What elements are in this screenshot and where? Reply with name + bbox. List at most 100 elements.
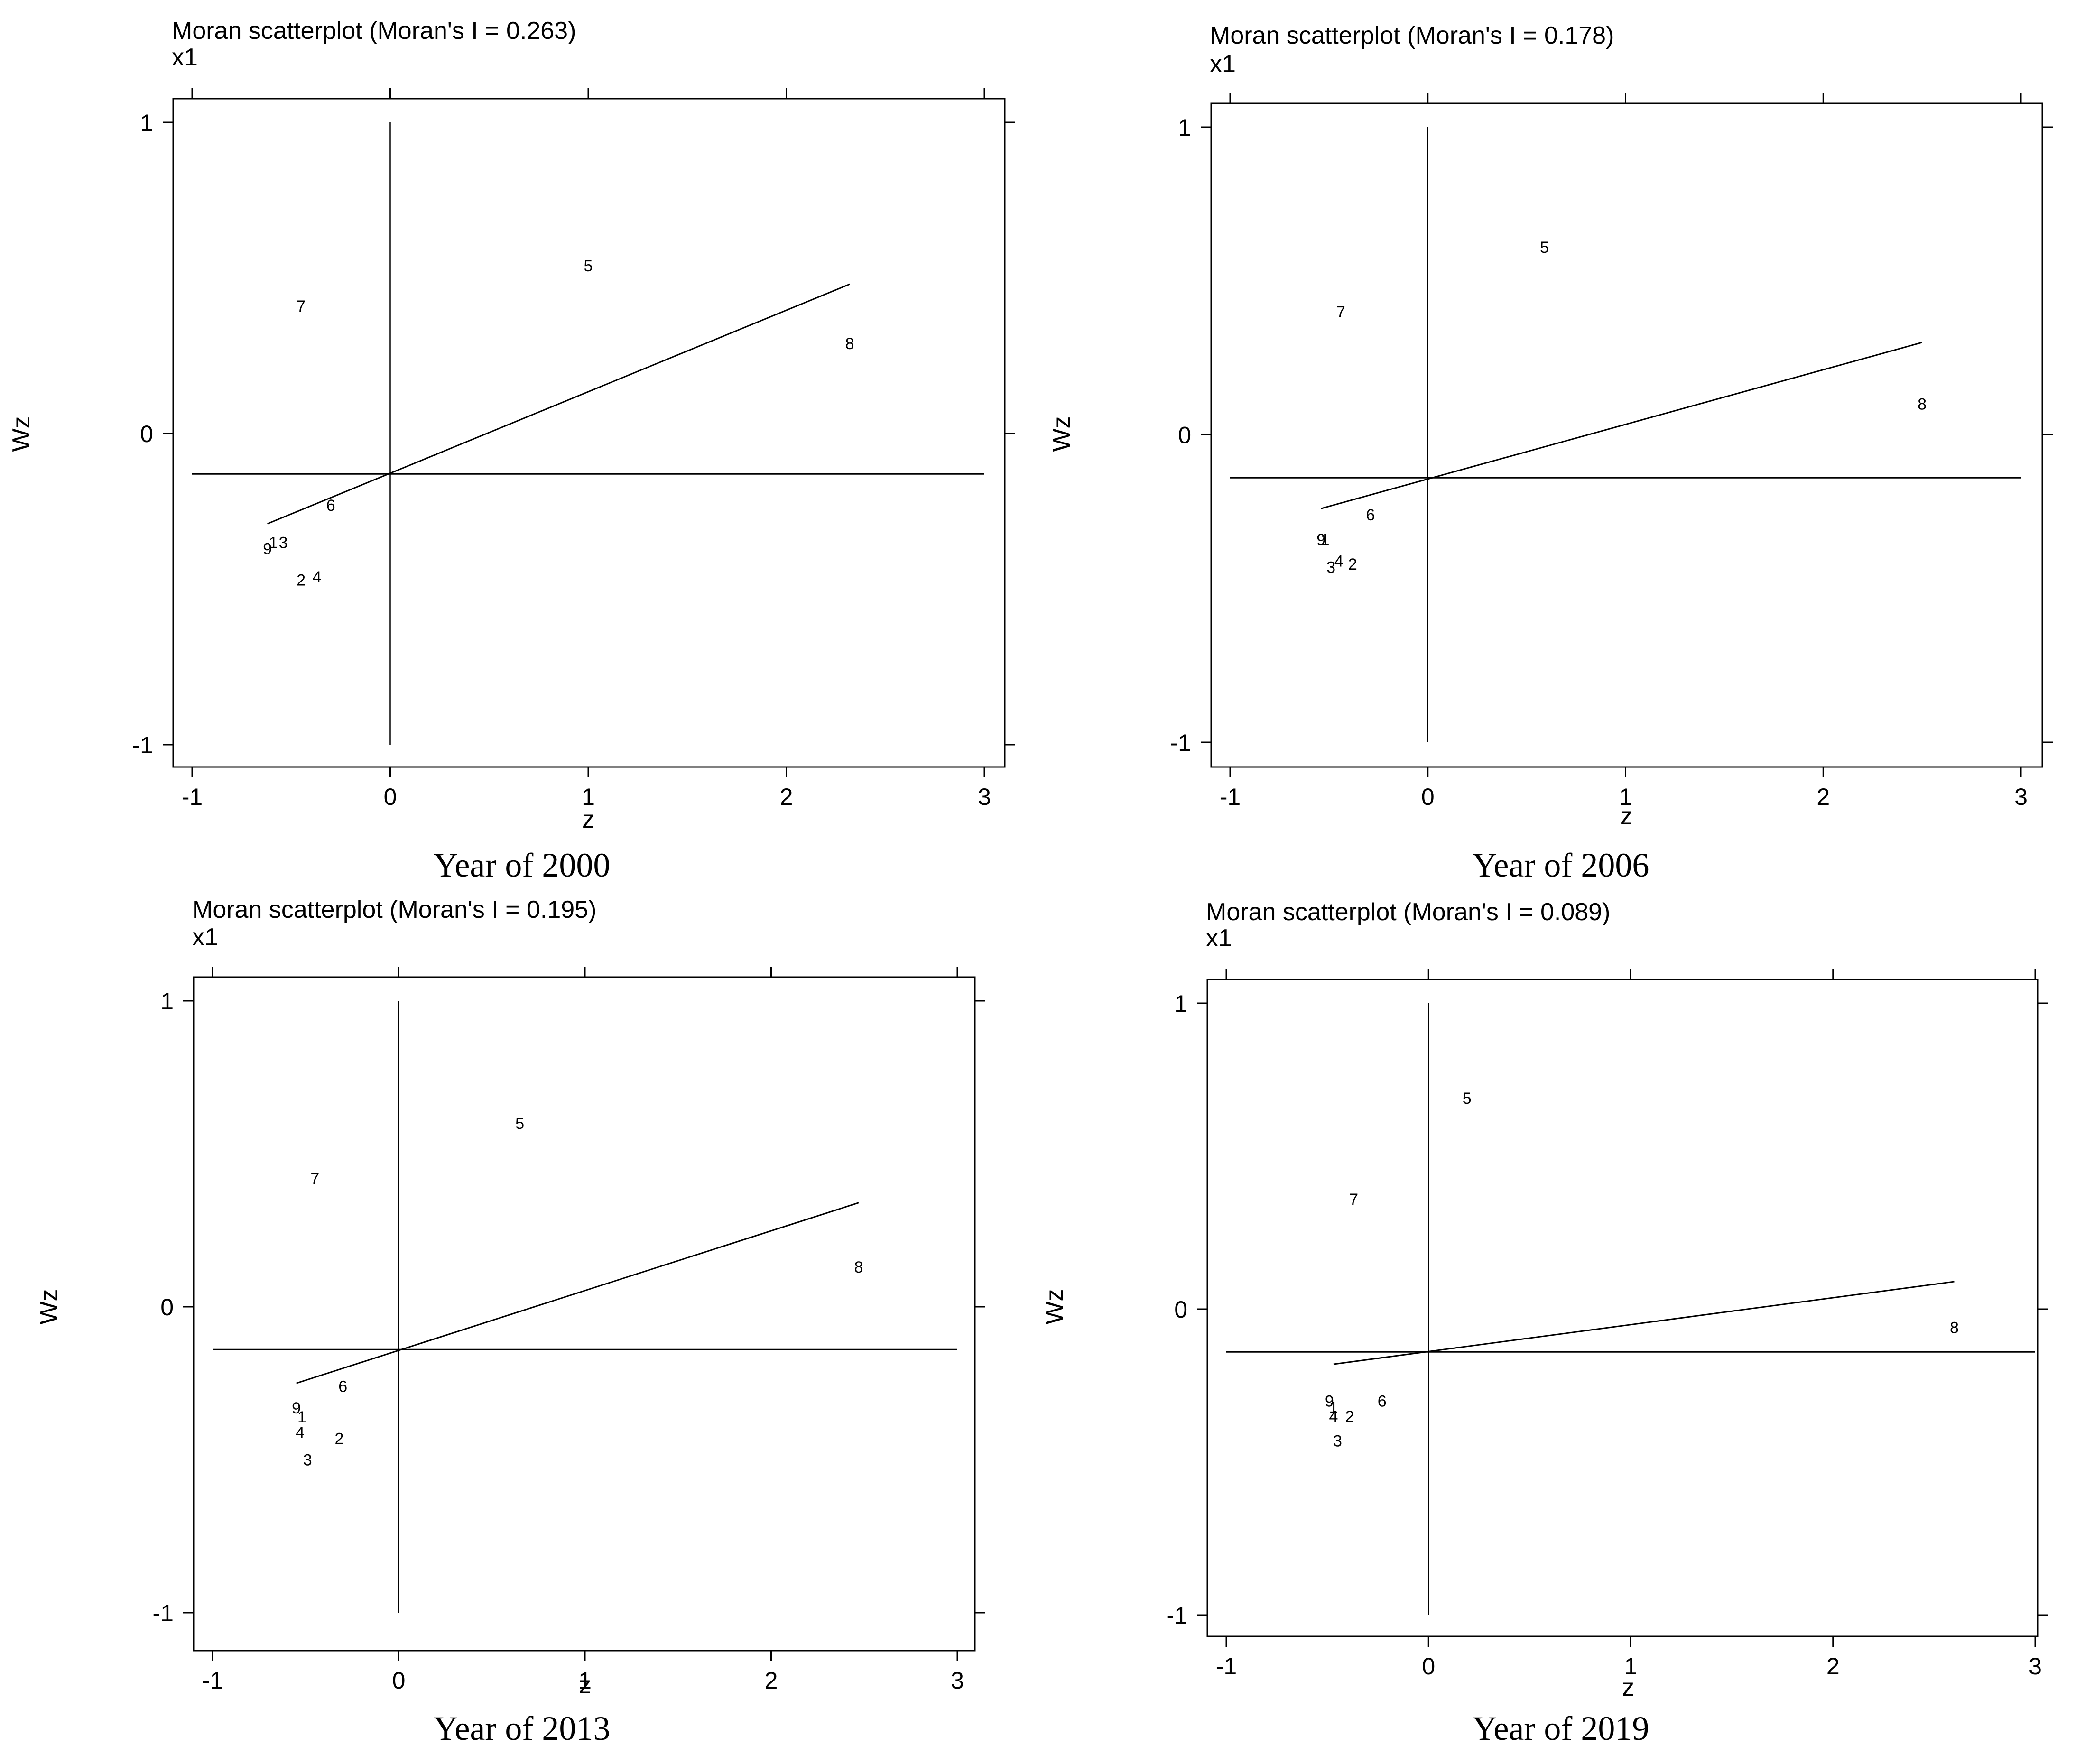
x-tick-label: -1 [202, 1667, 223, 1694]
chart-title: Moran scatterplot (Moran's I = 0.178) [1210, 22, 1614, 49]
data-point-label: 3 [1333, 1432, 1342, 1450]
y-axis-label: Wz [1041, 1289, 1068, 1324]
x-axis-label: z [1622, 1674, 1634, 1701]
chart-variable-label: x1 [192, 924, 218, 951]
data-point-label: 6 [326, 497, 335, 515]
data-point-label: 7 [310, 1170, 319, 1188]
data-point-label: 6 [1366, 506, 1375, 524]
fitted-regression-line [296, 1202, 859, 1384]
x-tick-label: 0 [1422, 1653, 1435, 1680]
data-point-label: 8 [1950, 1319, 1959, 1337]
x-tick-label: -1 [182, 784, 203, 810]
plot-frame [193, 976, 976, 1652]
data-point-label: 8 [845, 335, 854, 353]
data-point-label: 3 [279, 534, 288, 552]
y-tick-label: 0 [160, 1294, 174, 1321]
data-point-label: 7 [1349, 1191, 1358, 1209]
x-axis-label: z [582, 806, 594, 833]
fitted-regression-line [1321, 342, 1923, 509]
data-point-label: 4 [1329, 1408, 1338, 1426]
panel-caption: Year of 2013 [434, 1709, 611, 1747]
data-point-label: 8 [854, 1258, 863, 1276]
plot-frame [172, 98, 1006, 768]
x-axis-label: z [1620, 803, 1632, 830]
y-tick-label: 0 [140, 421, 153, 447]
y-tick-label: 1 [1178, 114, 1191, 141]
x-tick-label: 0 [392, 1667, 406, 1694]
data-point-label: 4 [313, 568, 322, 586]
x-tick-label: 3 [2029, 1653, 2042, 1680]
data-point-label: 1 [269, 534, 278, 552]
y-tick-label: -1 [132, 732, 153, 758]
x-tick-label: 1 [1624, 1653, 1638, 1680]
y-tick-label: -1 [1170, 730, 1191, 756]
data-point-label: 7 [297, 297, 306, 315]
y-tick-label: 0 [1174, 1296, 1187, 1323]
chart-panel-1: Moran scatterplot (Moran's I = 0.263)x1 -… [8, 17, 1015, 884]
panel-caption: Year of 2019 [1473, 1709, 1649, 1747]
data-point-label: 2 [1345, 1408, 1354, 1426]
data-point-label: 1 [297, 1408, 306, 1426]
fitted-regression-line [1333, 1281, 1955, 1365]
panel-caption: Year of 2000 [434, 846, 611, 884]
x-tick-label: 3 [951, 1667, 964, 1694]
y-axis-label: Wz [1048, 416, 1075, 452]
data-point-label: 5 [515, 1115, 524, 1133]
panel-caption: Year of 2006 [1473, 846, 1649, 884]
fitted-regression-line [267, 283, 850, 525]
x-tick-label: 1 [1619, 784, 1632, 810]
x-axis-label: z [579, 1672, 591, 1699]
x-tick-label: -1 [1220, 784, 1241, 810]
data-point-label: 3 [303, 1451, 312, 1469]
y-tick-label: 1 [160, 988, 174, 1015]
chart-panel-4: Moran scatterplot (Moran's I = 0.089)x1 -… [1041, 898, 2048, 1747]
x-tick-label: 0 [1421, 784, 1435, 810]
data-point-label: 2 [1348, 555, 1357, 573]
chart-panel-3: Moran scatterplot (Moran's I = 0.195)x1 -… [35, 896, 985, 1747]
x-tick-label: 2 [1826, 1653, 1840, 1680]
y-tick-label: 0 [1178, 422, 1191, 449]
x-tick-label: 1 [578, 1667, 592, 1694]
y-axis-label: Wz [8, 416, 35, 452]
chart-panel-2: Moran scatterplot (Moran's I = 0.178)x1 -… [1048, 22, 2053, 884]
chart-title: Moran scatterplot (Moran's I = 0.195) [192, 896, 596, 924]
chart-title: Moran scatterplot (Moran's I = 0.263) [172, 17, 576, 45]
data-point-label: 7 [1336, 303, 1345, 321]
x-tick-label: -1 [1216, 1653, 1237, 1680]
data-point-label: 6 [338, 1378, 347, 1396]
chart-variable-label: x1 [172, 44, 198, 71]
data-point-label: 4 [1334, 552, 1344, 570]
y-axis-label: Wz [35, 1289, 63, 1324]
data-point-label: 5 [584, 257, 593, 275]
chart-variable-label: x1 [1206, 924, 1232, 952]
x-tick-label: 2 [1816, 784, 1830, 810]
x-tick-label: 2 [780, 784, 793, 810]
data-point-label: 9 [263, 540, 272, 558]
data-point-label: 2 [334, 1430, 343, 1448]
chart-variable-label: x1 [1210, 50, 1236, 78]
data-point-label: 3 [1326, 558, 1335, 576]
y-tick-label: -1 [153, 1600, 174, 1626]
data-point-label: 9 [292, 1399, 301, 1417]
x-tick-label: 3 [978, 784, 991, 810]
x-tick-label: 2 [765, 1667, 778, 1694]
y-tick-label: 1 [140, 110, 153, 136]
data-point-label: 2 [297, 571, 306, 589]
y-tick-label: 1 [1174, 990, 1187, 1017]
data-point-label: 5 [1540, 239, 1549, 257]
plot-frame [1206, 979, 2039, 1637]
data-point-label: 1 [1321, 531, 1330, 549]
data-point-label: 1 [1329, 1398, 1338, 1416]
x-tick-label: 0 [384, 784, 397, 810]
data-point-label: 9 [1325, 1393, 1334, 1411]
x-tick-label: 1 [582, 784, 595, 810]
y-tick-label: -1 [1167, 1602, 1187, 1629]
chart-title: Moran scatterplot (Moran's I = 0.089) [1206, 898, 1610, 926]
data-point-label: 9 [1316, 531, 1325, 549]
data-point-label: 4 [296, 1423, 305, 1441]
data-point-label: 6 [1378, 1393, 1387, 1411]
data-point-label: 5 [1463, 1090, 1472, 1108]
x-tick-label: 3 [2014, 784, 2028, 810]
data-point-label: 8 [1918, 396, 1927, 414]
